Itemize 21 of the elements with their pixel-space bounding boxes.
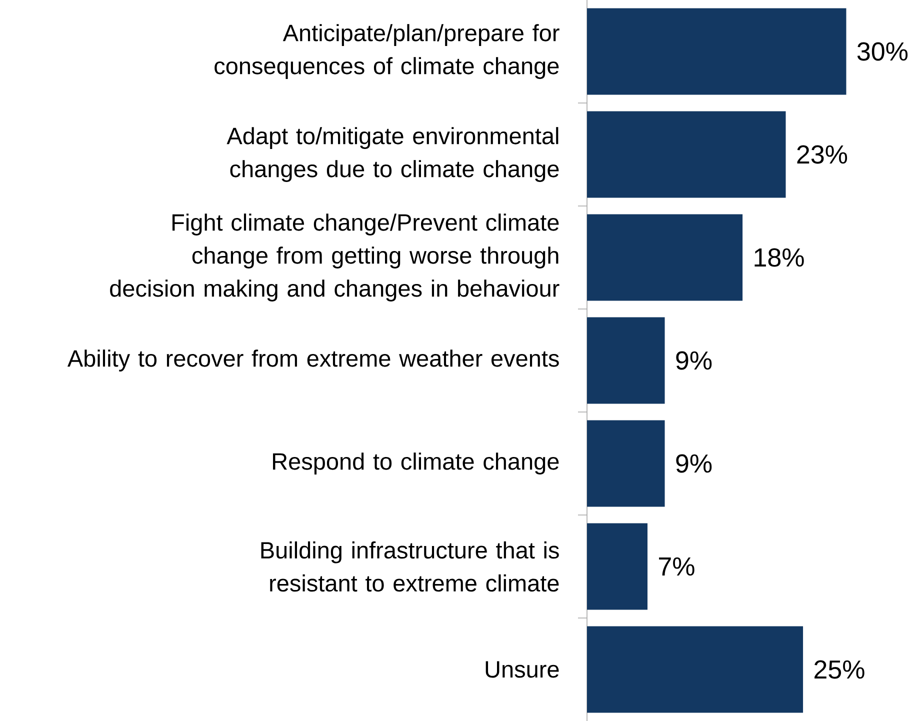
bar: [587, 523, 648, 610]
bar: [587, 626, 804, 713]
data-label: 9%: [676, 351, 712, 370]
bar: [587, 420, 665, 507]
data-label: 23%: [797, 145, 848, 164]
y-tick-label: Ability to recover from extreme weather events: [67, 350, 559, 372]
bar: [587, 111, 786, 198]
y-tick-label: Respond to climate change: [273, 452, 559, 474]
bar: [587, 8, 846, 95]
bar: [587, 317, 665, 404]
data-label: 7%: [659, 557, 694, 576]
data-label: 30%: [857, 42, 908, 61]
y-tick-label: Building infrastructure that is resistant to extreme climate: [261, 541, 559, 592]
y-tick-label: Adapt to/mitigate environmental changes due to climate change: [226, 127, 559, 182]
bar: [587, 214, 743, 301]
y-tick-label: Unsure: [486, 661, 559, 678]
data-label: 9%: [676, 454, 712, 473]
y-tick-label: Anticipate/plan/prepare for consequences of climate change: [214, 24, 560, 79]
data-label: 18%: [754, 248, 804, 267]
data-label: 25%: [814, 660, 864, 679]
y-tick-label: Fight climate change/Prevent climate change from getting worse through decision making and changes in behaviour: [110, 214, 560, 302]
